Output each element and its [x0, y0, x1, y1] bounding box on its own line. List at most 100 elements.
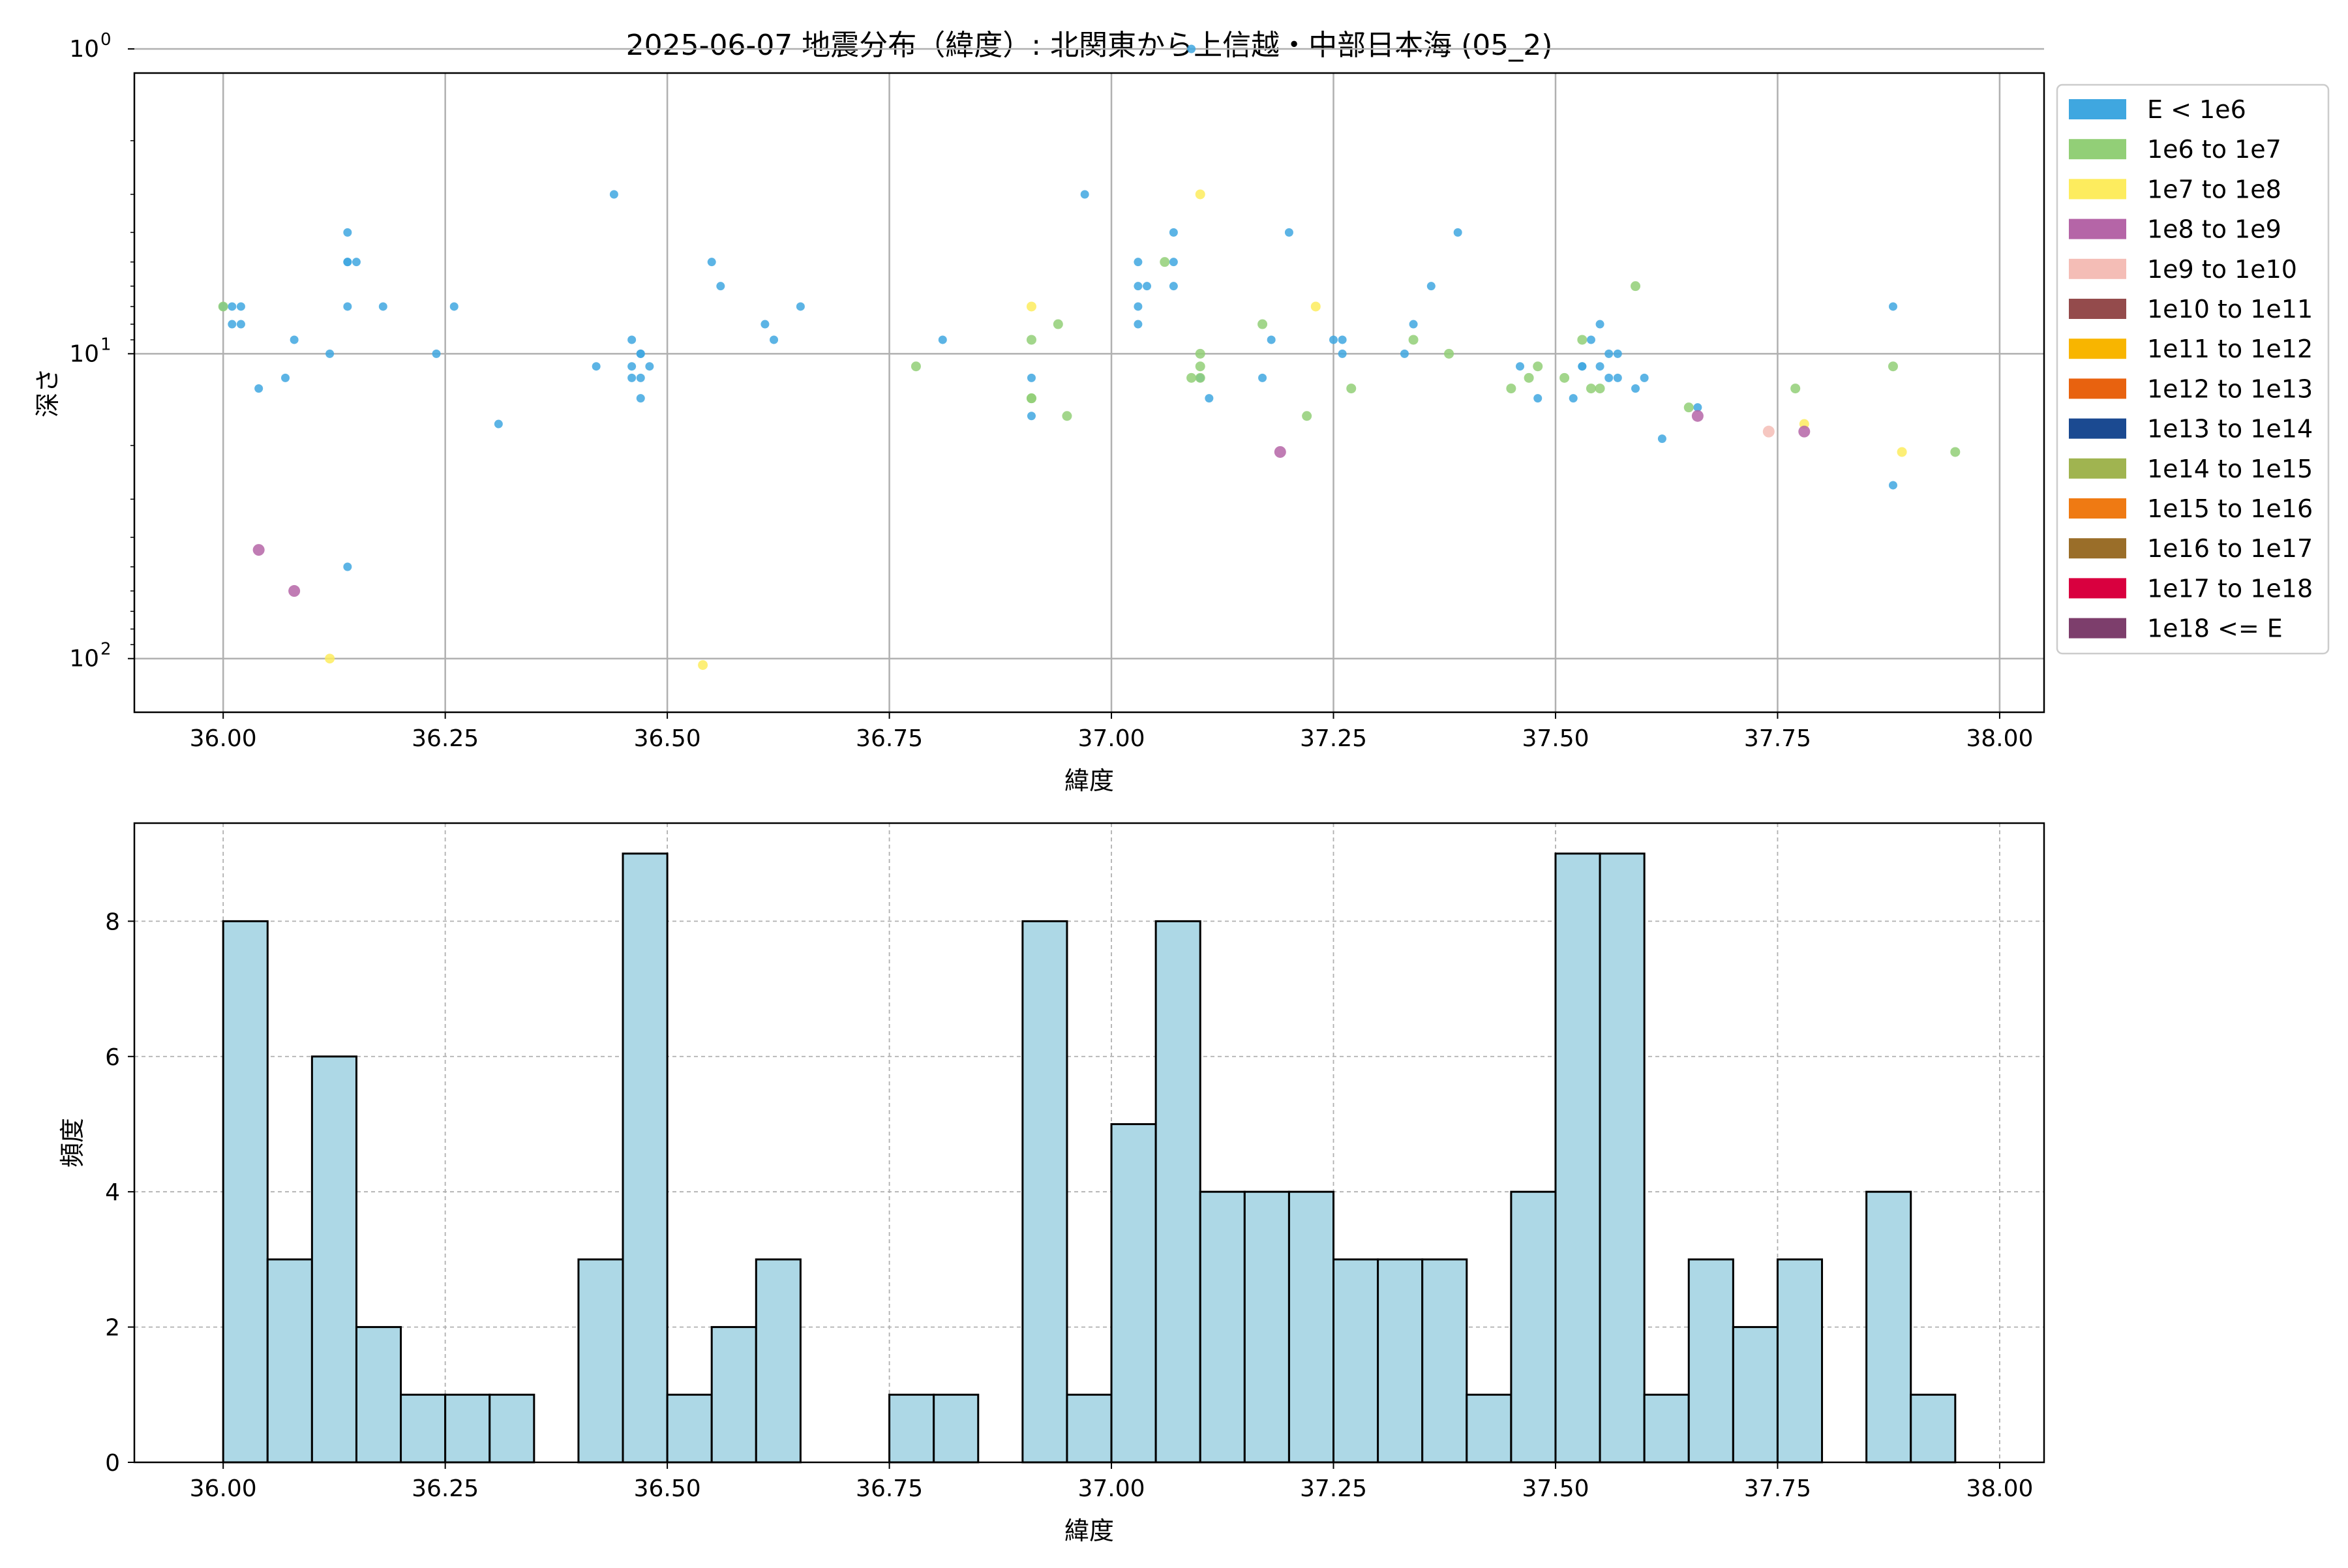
histogram-bar — [1332, 1258, 1379, 1464]
scatter-point — [1524, 372, 1534, 383]
scatter-point — [1453, 228, 1462, 237]
scatter-point — [432, 349, 441, 358]
legend-swatch — [2069, 538, 2126, 559]
legend-label: 1e11 to 1e12 — [2147, 335, 2313, 363]
scatter-y-tick-exponent: 0 — [100, 30, 112, 50]
scatter-point — [1257, 319, 1268, 329]
histogram-bar — [400, 1393, 447, 1464]
histogram-bar — [1377, 1258, 1424, 1464]
legend-swatch — [2069, 299, 2126, 319]
legend-label: 1e14 to 1e15 — [2147, 455, 2313, 483]
histogram-x-axis-label: 緯度 — [1064, 1516, 1114, 1545]
scatter-point — [1187, 44, 1196, 53]
legend-swatch — [2069, 99, 2126, 119]
scatter-point — [1186, 372, 1197, 383]
histogram-x-tick-label: 38.00 — [1966, 1475, 2033, 1502]
histogram-bar — [1021, 920, 1068, 1464]
scatter-point — [449, 302, 459, 311]
histogram-bar — [1466, 1393, 1513, 1464]
scatter-point — [1790, 384, 1801, 394]
scatter-point — [1693, 403, 1702, 412]
scatter-point — [1409, 320, 1418, 329]
scatter-point — [1631, 384, 1640, 393]
scatter-point — [1284, 228, 1293, 237]
scatter-point — [1762, 425, 1775, 438]
scatter-point — [627, 335, 637, 344]
scatter-point — [1329, 335, 1338, 344]
scatter-point — [1302, 411, 1312, 421]
scatter-point — [1640, 373, 1649, 382]
scatter-y-tick-exponent: 1 — [100, 335, 112, 354]
histogram-bar — [1776, 1258, 1824, 1464]
histogram-bar — [222, 920, 269, 1464]
scatter-point — [627, 362, 637, 371]
scatter-point — [1195, 189, 1205, 200]
scatter-point — [1586, 335, 1595, 344]
scatter-x-tick-label: 36.00 — [190, 725, 257, 752]
scatter-point — [1888, 302, 1897, 311]
histogram-y-tick-label: 2 — [105, 1315, 120, 1342]
histogram-bar — [1865, 1190, 1912, 1464]
scatter-point — [1408, 335, 1419, 345]
scatter-x-axis-label: 緯度 — [1064, 766, 1114, 795]
scatter-point — [1888, 481, 1897, 490]
scatter-point — [1053, 319, 1063, 329]
scatter-point — [1134, 258, 1143, 267]
histogram-bar — [355, 1326, 402, 1464]
scatter-point — [228, 302, 237, 311]
histogram-bar — [1687, 1258, 1734, 1464]
scatter-y-tick-label: 10 — [69, 340, 99, 367]
legend-label: 1e18 <= E — [2147, 614, 2283, 643]
scatter-point — [1613, 349, 1622, 358]
scatter-point — [1569, 394, 1578, 403]
legend-swatch — [2069, 339, 2126, 359]
legend-label: 1e10 to 1e11 — [2147, 295, 2313, 324]
scatter-point — [252, 544, 265, 556]
scatter-point — [1026, 301, 1036, 312]
histogram-bar — [1510, 1190, 1557, 1464]
scatter-point — [1657, 434, 1666, 444]
scatter-point — [1533, 394, 1543, 403]
scatter-point — [325, 349, 335, 358]
scatter-point — [1577, 335, 1588, 345]
scatter-point — [1426, 282, 1436, 291]
scatter-point — [1195, 372, 1205, 383]
scatter-point — [228, 320, 237, 329]
scatter-point — [218, 301, 228, 312]
legend-swatch — [2069, 418, 2126, 439]
scatter-point — [1169, 282, 1178, 291]
scatter-point — [1559, 372, 1570, 383]
scatter-point — [1338, 335, 1347, 344]
scatter-plot-frame — [133, 72, 2045, 714]
scatter-point — [645, 362, 654, 371]
scatter-point — [352, 258, 361, 267]
legend-label: E < 1e6 — [2147, 95, 2246, 124]
scatter-x-tick-label: 37.00 — [1078, 725, 1145, 752]
scatter-point — [1169, 258, 1178, 267]
histogram-bar — [755, 1258, 802, 1464]
scatter-point — [1027, 373, 1036, 382]
scatter-point — [1631, 281, 1641, 292]
scatter-point — [1134, 282, 1143, 291]
scatter-point — [1516, 362, 1525, 371]
legend: E < 1e6 1e6 to 1e7 1e7 to 1e8 1e8 to 1e9 1e9… — [2056, 83, 2330, 655]
scatter-point — [1195, 348, 1205, 359]
histogram-bar — [1199, 1190, 1246, 1464]
legend-items: E < 1e6 1e6 to 1e7 1e7 to 1e8 1e8 to 1e9 1e9… — [2069, 95, 2313, 643]
scatter-point — [1604, 373, 1614, 382]
scatter-point — [254, 384, 263, 393]
scatter-point — [343, 228, 352, 237]
legend-frame — [2056, 83, 2330, 655]
scatter-point — [1578, 362, 1587, 371]
scatter-point — [378, 302, 387, 311]
scatter-x-tick-label: 36.75 — [856, 725, 923, 752]
scatter-point — [760, 320, 770, 329]
histogram-bar — [1732, 1326, 1779, 1464]
histogram-bar — [666, 1393, 713, 1464]
scatter-point — [1026, 335, 1036, 345]
histogram-y-axis-label: 頻度 — [58, 1118, 87, 1168]
scatter-point — [1027, 412, 1036, 421]
